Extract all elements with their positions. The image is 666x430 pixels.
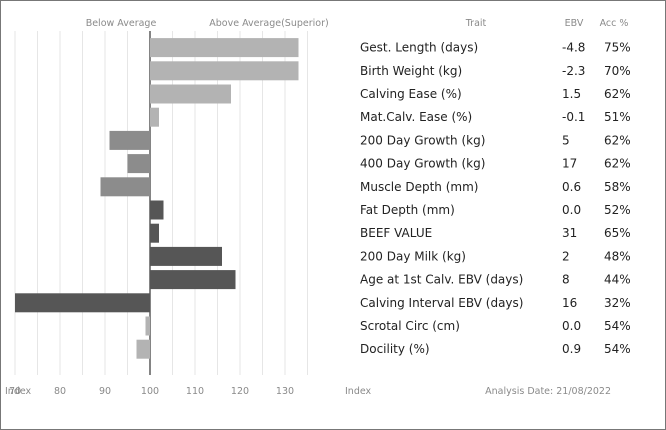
ebv-value: 0.0 <box>562 319 581 333</box>
bar <box>150 107 159 127</box>
acc-value: 51% <box>604 110 631 124</box>
trait-label: Fat Depth (mm) <box>360 203 455 217</box>
above-average-header: Above Average(Superior) <box>209 18 328 29</box>
trait-column-header: Trait <box>465 18 487 29</box>
ebv-value: 0.6 <box>562 180 581 194</box>
ebv-value: 5 <box>562 133 570 147</box>
index-label-right: Index <box>345 386 372 397</box>
x-tick-label: 130 <box>276 386 294 397</box>
bar <box>150 38 299 58</box>
acc-value: 75% <box>604 41 631 55</box>
trait-label: Birth Weight (kg) <box>360 64 462 78</box>
trait-label: 200 Day Growth (kg) <box>360 133 485 147</box>
trait-label: Scrotal Circ (cm) <box>360 319 460 333</box>
ebv-value: 8 <box>562 273 570 287</box>
bars <box>15 38 299 359</box>
ebv-value: -0.1 <box>562 110 585 124</box>
ebv-value: -2.3 <box>562 64 585 78</box>
acc-column-header: Acc % <box>600 18 629 29</box>
trait-label: Age at 1st Calv. EBV (days) <box>360 273 523 287</box>
acc-value: 70% <box>604 64 631 78</box>
ebv-column-header: EBV <box>565 18 584 29</box>
x-tick-label: 80 <box>54 386 66 397</box>
acc-value: 52% <box>604 203 631 217</box>
bar <box>109 130 150 150</box>
trait-label: 200 Day Milk (kg) <box>360 249 466 263</box>
ebv-value: 0.0 <box>562 203 581 217</box>
bar <box>150 270 236 290</box>
trait-label: Mat.Calv. Ease (%) <box>360 110 472 124</box>
bar <box>15 293 150 313</box>
ebv-value: 31 <box>562 226 577 240</box>
acc-value: 62% <box>604 87 631 101</box>
trait-label: Calving Ease (%) <box>360 87 462 101</box>
bar <box>150 223 159 243</box>
x-tick-label: 100 <box>141 386 159 397</box>
acc-value: 58% <box>604 180 631 194</box>
bar <box>150 61 299 81</box>
trait-label: 400 Day Growth (kg) <box>360 157 485 171</box>
trait-label: Docility (%) <box>360 342 430 356</box>
bar <box>127 154 150 174</box>
ebv-value: 16 <box>562 296 577 310</box>
x-tick-label: 120 <box>231 386 249 397</box>
trait-label: Muscle Depth (mm) <box>360 180 478 194</box>
trait-rows: Gest. Length (days) -4.8 75% Birth Weight (… <box>360 41 631 357</box>
bar <box>150 246 222 266</box>
acc-value: 32% <box>604 296 631 310</box>
bar <box>150 200 164 220</box>
trait-label: Calving Interval EBV (days) <box>360 296 523 310</box>
acc-value: 65% <box>604 226 631 240</box>
grid-lines <box>14 31 308 375</box>
bar <box>100 177 150 197</box>
ebv-value: 17 <box>562 157 577 171</box>
ebv-value: 0.9 <box>562 342 581 356</box>
acc-value: 54% <box>604 319 631 333</box>
trait-label: BEEF VALUE <box>360 226 432 240</box>
acc-value: 48% <box>604 249 631 263</box>
acc-value: 54% <box>604 342 631 356</box>
acc-value: 62% <box>604 157 631 171</box>
trait-label: Gest. Length (days) <box>360 41 478 55</box>
ebv-value: 1.5 <box>562 87 581 101</box>
x-tick-label: 70 <box>9 386 21 397</box>
bar <box>145 316 150 336</box>
ebv-value: 2 <box>562 249 570 263</box>
x-tick-label: 110 <box>186 386 204 397</box>
x-tick-label: 90 <box>99 386 111 397</box>
index-label-left: Index <box>5 386 32 397</box>
acc-value: 62% <box>604 133 631 147</box>
bar <box>136 339 150 359</box>
ebv-value: -4.8 <box>562 41 585 55</box>
analysis-date: Analysis Date: 21/08/2022 <box>485 386 611 397</box>
acc-value: 44% <box>604 273 631 287</box>
below-average-header: Below Average <box>86 18 157 29</box>
bar <box>150 84 231 104</box>
x-axis-ticks: 70 80 90 100 110 120 130 <box>9 386 294 397</box>
